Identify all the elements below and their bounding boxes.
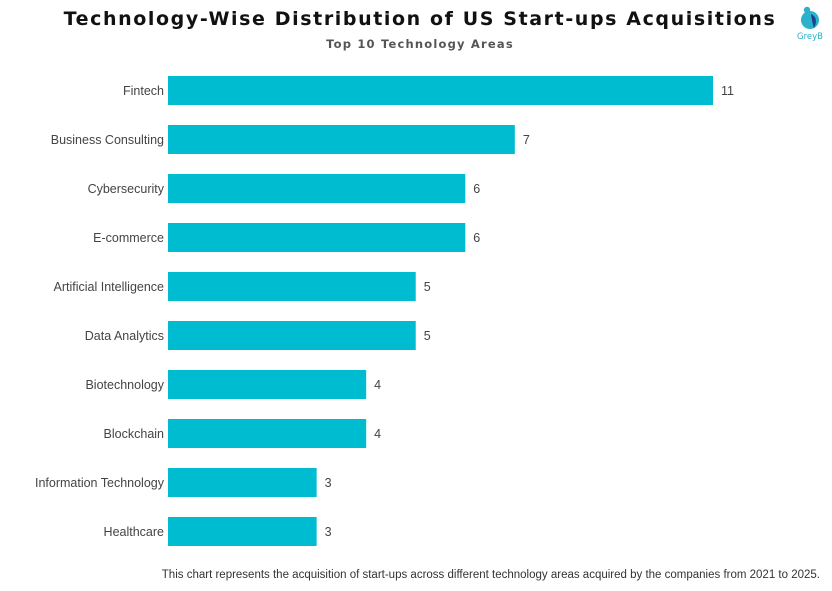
greyb-logo: GreyB — [792, 4, 828, 46]
bar — [168, 76, 713, 105]
bar-row: Data Analytics 5 — [85, 321, 431, 350]
value-label: 5 — [424, 280, 431, 294]
bar-row: Business Consulting 7 — [51, 125, 530, 154]
bar-row: Blockchain 4 — [104, 419, 381, 448]
bar — [168, 517, 317, 546]
category-label: Fintech — [123, 84, 164, 98]
bar-row: E-commerce 6 — [93, 223, 480, 252]
category-label: Business Consulting — [51, 133, 164, 147]
bar-row: Healthcare 3 — [104, 517, 332, 546]
category-label: Information Technology — [35, 476, 165, 490]
chart-title: Technology-Wise Distribution of US Start… — [63, 8, 777, 30]
value-label: 4 — [374, 378, 381, 392]
value-label: 5 — [424, 329, 431, 343]
bar — [168, 223, 466, 252]
greyb-logo-icon — [801, 6, 819, 29]
chart-subtitle: Top 10 Technology Areas — [326, 37, 514, 51]
bar — [168, 174, 466, 203]
bar — [168, 370, 367, 399]
bar-row: Artificial Intelligence 5 — [54, 272, 431, 301]
category-label: Artificial Intelligence — [54, 280, 165, 294]
value-label: 6 — [473, 182, 480, 196]
value-label: 3 — [325, 525, 332, 539]
category-label: Data Analytics — [85, 329, 164, 343]
bar-row: Cybersecurity 6 — [88, 174, 480, 203]
bar — [168, 272, 416, 301]
category-label: Biotechnology — [85, 378, 164, 392]
category-label: Healthcare — [104, 525, 164, 539]
bar — [168, 125, 515, 154]
value-label: 11 — [721, 84, 734, 98]
value-label: 6 — [473, 231, 480, 245]
bar-row: Information Technology 3 — [35, 468, 332, 497]
bar — [168, 468, 317, 497]
category-label: Blockchain — [104, 427, 164, 441]
greyb-logo-text: GreyB — [797, 32, 823, 42]
value-label: 3 — [325, 476, 332, 490]
value-label: 7 — [523, 133, 530, 147]
chart-footnote: This chart represents the acquisition of… — [161, 569, 820, 581]
bar — [168, 321, 416, 350]
value-label: 4 — [374, 427, 381, 441]
bar-row: Fintech 11 — [123, 76, 734, 105]
bar-row: Biotechnology 4 — [85, 370, 381, 399]
bar — [168, 419, 367, 448]
category-label: Cybersecurity — [88, 182, 165, 196]
category-label: E-commerce — [93, 231, 164, 245]
